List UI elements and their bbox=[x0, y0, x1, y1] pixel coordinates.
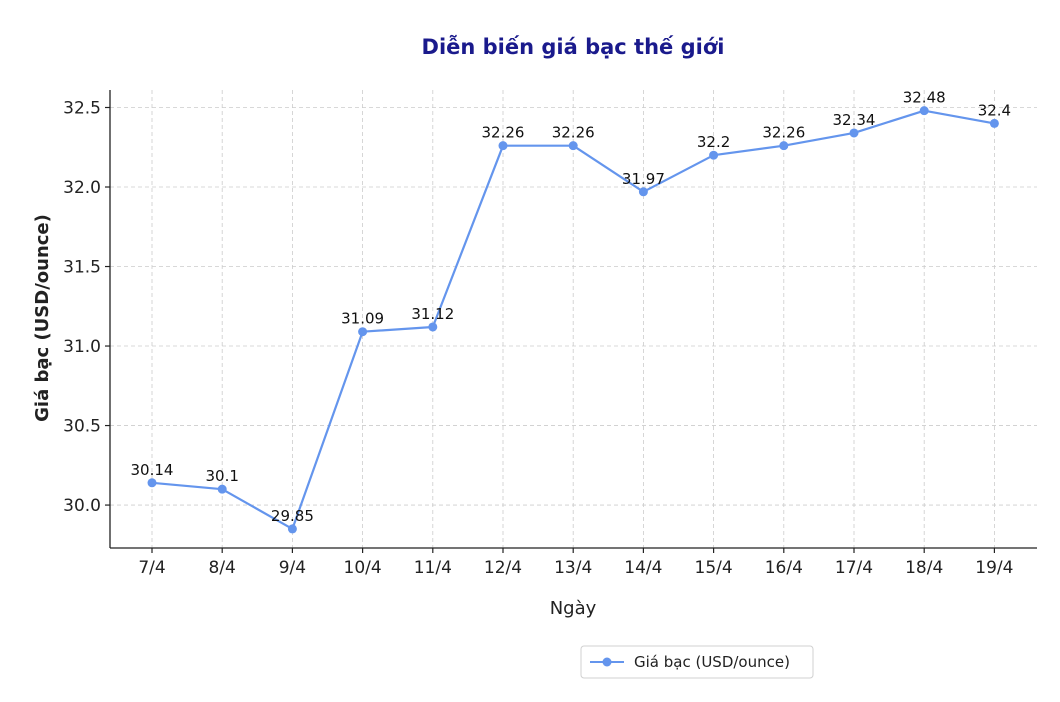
y-tick-label: 32.0 bbox=[63, 178, 101, 198]
x-tick-label: 19/4 bbox=[975, 558, 1013, 578]
x-axis-label: Ngày bbox=[550, 598, 597, 619]
legend-box bbox=[580, 645, 814, 679]
x-tick-label: 11/4 bbox=[414, 558, 452, 578]
data-label: 31.09 bbox=[341, 310, 384, 328]
x-tick-label: 18/4 bbox=[905, 558, 943, 578]
data-point bbox=[428, 322, 438, 332]
data-point bbox=[568, 141, 578, 151]
data-point bbox=[498, 141, 508, 151]
data-label: 32.34 bbox=[833, 111, 876, 129]
data-label: 31.12 bbox=[411, 305, 454, 323]
x-tick-label: 14/4 bbox=[624, 558, 662, 578]
data-label: 32.2 bbox=[697, 133, 730, 151]
chart-title: Diễn biến giá bạc thế giới bbox=[422, 35, 725, 59]
legend-label: Giá bạc (USD/ounce) bbox=[634, 653, 790, 671]
data-label: 30.14 bbox=[131, 461, 174, 479]
data-label: 32.26 bbox=[762, 124, 805, 142]
legend-point-marker bbox=[602, 657, 612, 667]
x-tick-label: 16/4 bbox=[765, 558, 803, 578]
y-tick-label: 31.0 bbox=[63, 337, 101, 357]
series-silver-price bbox=[147, 106, 999, 534]
x-tick-label: 15/4 bbox=[695, 558, 733, 578]
data-point bbox=[919, 106, 929, 116]
x-tick-label: 9/4 bbox=[279, 558, 306, 578]
data-point bbox=[147, 478, 157, 488]
y-tick-label: 32.5 bbox=[63, 98, 101, 118]
data-point bbox=[217, 484, 227, 494]
data-point bbox=[989, 118, 999, 128]
x-tick-label: 13/4 bbox=[554, 558, 592, 578]
data-point bbox=[638, 187, 648, 197]
x-tick-label: 17/4 bbox=[835, 558, 873, 578]
data-label: 30.1 bbox=[205, 467, 238, 485]
data-point bbox=[358, 327, 368, 337]
data-label: 32.48 bbox=[903, 89, 946, 107]
legend: Giá bạc (USD/ounce) bbox=[580, 645, 814, 679]
x-tick-label: 12/4 bbox=[484, 558, 522, 578]
grid bbox=[110, 90, 1037, 548]
data-label: 32.26 bbox=[482, 124, 525, 142]
y-tick-label: 30.5 bbox=[63, 417, 101, 437]
data-labels: 30.14 30.1 29.85 31.09 31.12 32.26 32.26 31.97 3… bbox=[131, 89, 1012, 525]
y-tick-label: 31.5 bbox=[63, 258, 101, 278]
data-label: 32.26 bbox=[552, 124, 595, 142]
x-tick-label: 7/4 bbox=[138, 558, 165, 578]
data-label: 29.85 bbox=[271, 507, 314, 525]
x-tick-label: 8/4 bbox=[209, 558, 236, 578]
series-line bbox=[151, 109, 995, 531]
y-axis-label: Giá bạc (USD/ounce) bbox=[32, 214, 53, 422]
data-label: 31.97 bbox=[622, 170, 665, 188]
data-point bbox=[287, 524, 297, 534]
x-tick-label: 10/4 bbox=[344, 558, 382, 578]
data-label: 32.4 bbox=[978, 101, 1011, 119]
axes bbox=[109, 90, 1037, 549]
x-ticks: 7/4 8/4 9/4 10/4 11/4 12/4 13/4 14/4 15/4 16/4 17/… bbox=[138, 548, 1013, 578]
y-tick-label: 30.0 bbox=[63, 496, 101, 516]
data-point bbox=[709, 150, 719, 160]
y-ticks: 30.0 30.5 31.0 31.5 32.0 32.5 bbox=[63, 98, 110, 516]
data-point bbox=[779, 141, 789, 151]
data-point bbox=[849, 128, 859, 138]
